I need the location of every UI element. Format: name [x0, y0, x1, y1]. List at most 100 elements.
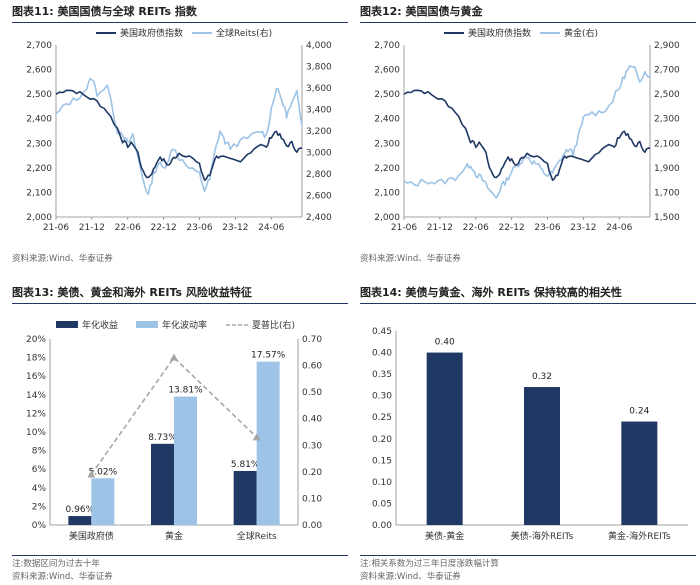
- chart13-left-tick-label: 4%: [32, 484, 47, 494]
- chart12-right-tick-label: 2,700: [654, 66, 680, 76]
- chart14-bar: [426, 352, 463, 525]
- chart14-title-rule: [360, 303, 696, 304]
- chart13-left-tick-label: 6%: [32, 465, 47, 475]
- chart12-x-tick-label: 22-12: [499, 223, 525, 233]
- chart14-y-tick-label: 0.15: [372, 456, 392, 466]
- chart12-left-tick-label: 2,500: [374, 90, 400, 100]
- chart13-right-tick-label: 0.60: [302, 362, 322, 372]
- chart13-right-tick-label: 0.00: [302, 521, 322, 531]
- chart12-left-tick-label: 2,700: [374, 41, 400, 51]
- chart12-x-tick-label: 23-12: [570, 223, 596, 233]
- panel-chart11: 图表11: 美国国债与全球 REITs 指数 2,000 2,100 2,200 2,…: [12, 2, 348, 267]
- chart11-right-tick-label: 2,400: [306, 213, 332, 223]
- chart13-sharpe-marker: [87, 470, 96, 478]
- chart12-x-tick-label: 21-06: [391, 223, 417, 233]
- chart13-right-tick-label: 0.40: [302, 415, 322, 425]
- chart12-right-tick-label: 2,300: [654, 115, 680, 125]
- chart12-right-tick-label: 2,500: [654, 90, 680, 100]
- chart13-source: 资料来源:Wind、华泰证券: [12, 572, 113, 582]
- chart13-legend-label: 夏普比(右): [252, 319, 295, 331]
- chart13-left-tick-label: 18%: [26, 354, 46, 364]
- chart12-right-tick-label: 2,100: [654, 139, 680, 149]
- chart13-data-label: 5.02%: [89, 467, 118, 477]
- chart11-right-tick-label: 3,400: [306, 106, 332, 116]
- chart14-y-tick-label: 0.35: [372, 370, 392, 380]
- panel-chart14: 图表14: 美债与黄金、海外 REITs 保持较高的相关性 0.00 0.05 0.…: [360, 283, 696, 583]
- chart14-y-tick-label: 0.40: [372, 349, 392, 359]
- panel-chart13: 图表13: 美债、黄金和海外 REITs 风险收益特征 0% 2% 4% 6% 8% 10…: [12, 283, 348, 583]
- chart13-legend-swatch: [56, 321, 78, 328]
- chart13-left-tick-label: 8%: [32, 447, 47, 457]
- chart14-y-tick-label: 0.45: [372, 327, 392, 337]
- chart11-left-tick-label: 2,600: [26, 66, 52, 76]
- chart14-data-label: 0.40: [435, 338, 455, 348]
- chart13-left-tick-label: 20%: [26, 335, 46, 345]
- chart14-bar: [621, 421, 658, 525]
- chart13-right-tick-label: 0.20: [302, 468, 322, 478]
- chart12-left-tick-label: 2,200: [374, 164, 400, 174]
- chart11-left-tick-label: 2,100: [26, 188, 52, 198]
- chart12-right-tick-label: 2,900: [654, 41, 680, 51]
- chart12-x-tick-label: 23-06: [534, 223, 560, 233]
- chart11-legend-label: 全球Reits(右): [216, 27, 272, 39]
- chart11-x-tick-label: 21-06: [43, 223, 69, 233]
- chart14-y-tick-label: 0.10: [372, 478, 392, 488]
- chart14-y-tick-label: 0.00: [372, 521, 392, 531]
- chart11-x-tick-label: 21-12: [79, 223, 105, 233]
- chart14-data-label: 0.32: [532, 372, 552, 382]
- chart13-bar: [256, 361, 280, 525]
- chart14-x-tick-label: 黄金-海外REITs: [608, 530, 671, 542]
- chart12-left-tick-label: 2,400: [374, 115, 400, 125]
- chart12-left-tick-label: 2,000: [374, 213, 400, 223]
- chart14-y-tick-label: 0.30: [372, 392, 392, 402]
- chart11-left-tick-label: 2,000: [26, 213, 52, 223]
- chart13-bar: [233, 470, 257, 525]
- chart13-legend-swatch: [136, 321, 158, 328]
- chart13-bar: [68, 516, 92, 525]
- chart14-source: 资料来源:Wind、华泰证券: [360, 572, 461, 582]
- chart12-right-tick-label: 1,500: [654, 213, 680, 223]
- chart13-left-tick-label: 0%: [32, 521, 47, 531]
- chart14-data-label: 0.24: [629, 407, 649, 417]
- chart11-legend-label: 美国政府债指数: [120, 27, 183, 39]
- chart11-left-tick-label: 2,200: [26, 164, 52, 174]
- chart13-bar: [174, 396, 197, 525]
- chart13-left-tick-label: 2%: [32, 502, 47, 512]
- chart13-legend-label: 年化波动率: [162, 319, 207, 331]
- chart13-left-tick-label: 12%: [26, 409, 46, 419]
- chart12-left-tick-label: 2,100: [374, 188, 400, 198]
- chart12-series-line: [403, 89, 651, 181]
- chart11-x-tick-label: 24-06: [258, 223, 284, 233]
- chart13-bar: [151, 443, 174, 525]
- chart14-x-tick-label: 美债-黄金: [425, 530, 464, 542]
- chart13-left-tick-label: 10%: [26, 428, 46, 438]
- chart14-x-tick-label: 美债-海外REITs: [511, 530, 574, 542]
- chart11-svg: 2,000 2,100 2,200 2,300 2,400 2,500 2,600 2,700…: [26, 27, 332, 233]
- chart11-title: 图表11: 美国国债与全球 REITs 指数: [12, 5, 197, 18]
- chart11-right-tick-label: 3,800: [306, 63, 332, 73]
- chart11-x-tick-label: 23-06: [186, 223, 212, 233]
- chart13-data-label: 13.81%: [168, 386, 203, 396]
- chart12-legend-label: 黄金(右): [564, 27, 598, 39]
- chart14-y-tick-label: 0.05: [372, 499, 392, 509]
- panel-chart12: 图表12: 美国国债与黄金 2,000 2,100 2,200 2,300 2,400 2…: [360, 2, 696, 267]
- chart11-left-tick-label: 2,300: [26, 139, 52, 149]
- chart11-x-tick-label: 22-06: [115, 223, 141, 233]
- chart14-bottom-rule: [360, 555, 696, 556]
- chart11-left-tick-label: 2,400: [26, 115, 52, 125]
- chart13-title-rule: [12, 303, 348, 304]
- chart14-bar: [524, 387, 560, 525]
- chart13-bar: [91, 478, 115, 525]
- chart11-series-line: [55, 77, 303, 196]
- chart12-legend-label: 美国政府债指数: [468, 27, 531, 39]
- chart11-right-tick-label: 2,600: [306, 192, 332, 202]
- chart12-left-tick-label: 2,300: [374, 139, 400, 149]
- chart12-series-line: [403, 64, 651, 199]
- chart14-y-tick-label: 0.25: [372, 413, 392, 423]
- chart13-right-tick-label: 0.30: [302, 441, 322, 451]
- chart11-title-rule: [12, 22, 348, 23]
- chart12-x-tick-label: 22-06: [463, 223, 489, 233]
- chart12-right-tick-label: 1,900: [654, 164, 680, 174]
- chart12-x-tick-label: 21-12: [427, 223, 453, 233]
- chart11-left-tick-label: 2,700: [26, 41, 52, 51]
